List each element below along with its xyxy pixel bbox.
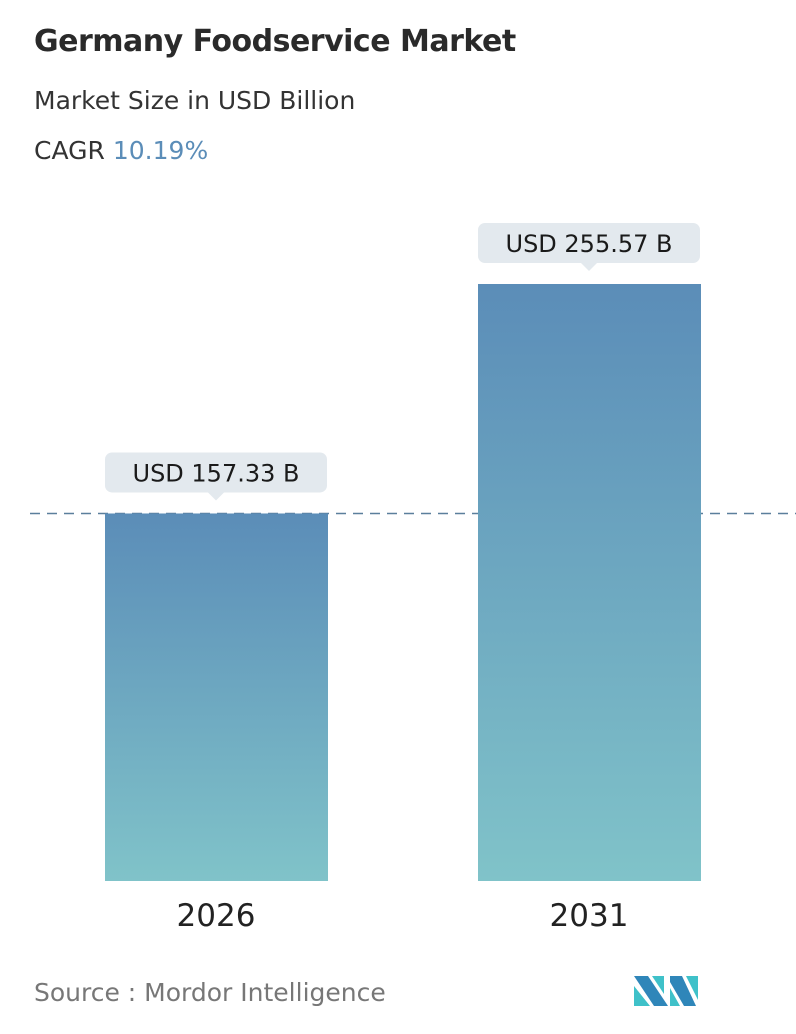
x-tick-label-2031: 2031: [550, 898, 629, 934]
chart-title: Germany Foodservice Market: [34, 24, 516, 59]
source-text: Source : Mordor Intelligence: [34, 978, 386, 1007]
cagr: CAGR 10.19%: [34, 136, 208, 165]
chart-subtitle: Market Size in USD Billion: [34, 86, 356, 115]
cagr-label: CAGR: [34, 136, 105, 165]
data-label-pointer-2026: [208, 492, 224, 501]
cagr-value: 10.19%: [112, 136, 209, 165]
data-label-box-2026: [105, 452, 327, 493]
data-label-box-2031: [478, 223, 700, 263]
data-label-2031: USD 255.57 B: [506, 230, 673, 258]
bar-2026: [105, 513, 328, 881]
mordor-intelligence-logo: [634, 976, 698, 1006]
data-label-2026: USD 157.33 B: [133, 459, 300, 487]
data-label-pointer-2031: [581, 263, 597, 271]
x-tick-label-2026: 2026: [177, 898, 256, 934]
bar-2031: [478, 284, 701, 881]
